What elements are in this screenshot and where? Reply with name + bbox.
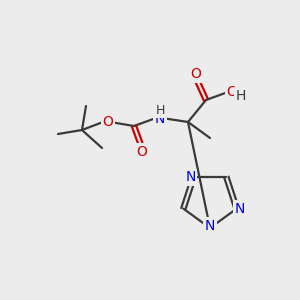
Text: N: N [185, 170, 196, 184]
Text: N: N [234, 202, 245, 216]
Text: O: O [190, 67, 201, 81]
Text: N: N [155, 112, 165, 126]
Text: O: O [226, 85, 237, 99]
Text: H: H [155, 103, 165, 116]
Text: H: H [236, 89, 246, 103]
Text: O: O [136, 145, 147, 159]
Text: N: N [205, 219, 215, 233]
Text: O: O [103, 115, 113, 129]
